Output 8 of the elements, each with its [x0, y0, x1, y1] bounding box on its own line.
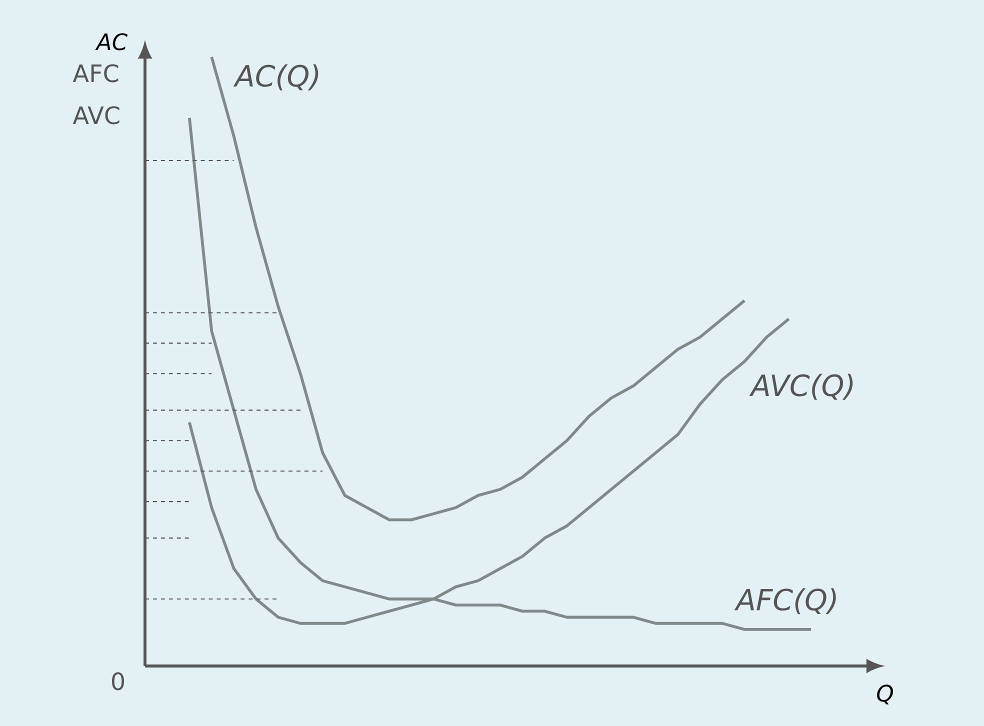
text: AFC [72, 64, 118, 82]
y-axis-title: AC [95, 33, 128, 50]
series-label: AFC(Q) [734, 588, 836, 614]
x-axis-title: Q [877, 684, 893, 704]
series-label: AVC(Q) [749, 374, 853, 400]
series-label: AC(Q) [233, 64, 318, 90]
text: AVC [72, 106, 120, 124]
text: 0 [112, 672, 124, 690]
